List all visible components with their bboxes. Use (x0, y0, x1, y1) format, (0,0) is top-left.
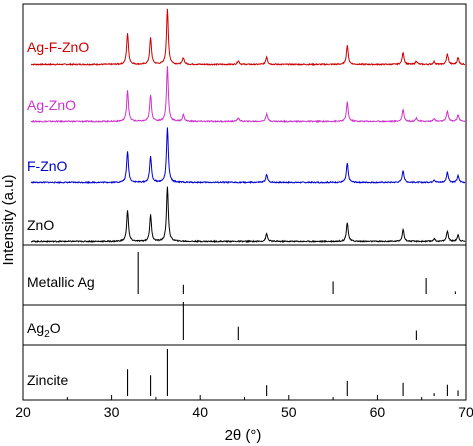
x-tick-label-70: 70 (458, 404, 473, 420)
x-tick-label-50: 50 (281, 404, 297, 420)
series-line-zno (30, 186, 466, 244)
series-line-ag-f-zno (30, 8, 466, 67)
series-label-zno: ZnO (27, 217, 54, 233)
x-axis-title: 2θ (°) (225, 427, 262, 444)
x-tick-label-20: 20 (15, 404, 31, 420)
series-label-f-zno: F-ZnO (27, 158, 68, 174)
series-label-ag-f-zno: Ag-F-ZnO (27, 39, 89, 55)
series-label-ag-zno: Ag-ZnO (27, 97, 76, 113)
y-axis-title: Intensity (a.u) (0, 175, 17, 266)
reference-label-zincite: Zincite (27, 372, 68, 388)
series-line-ag-zno (30, 66, 466, 124)
reference-label-metallic-ag: Metallic Ag (27, 274, 95, 290)
x-tick-label-60: 60 (370, 404, 386, 420)
series-line-f-zno (30, 127, 466, 185)
x-tick-label-30: 30 (104, 404, 120, 420)
reference-label-ag2o: Ag2O (27, 320, 61, 340)
x-tick-label-40: 40 (192, 404, 208, 420)
